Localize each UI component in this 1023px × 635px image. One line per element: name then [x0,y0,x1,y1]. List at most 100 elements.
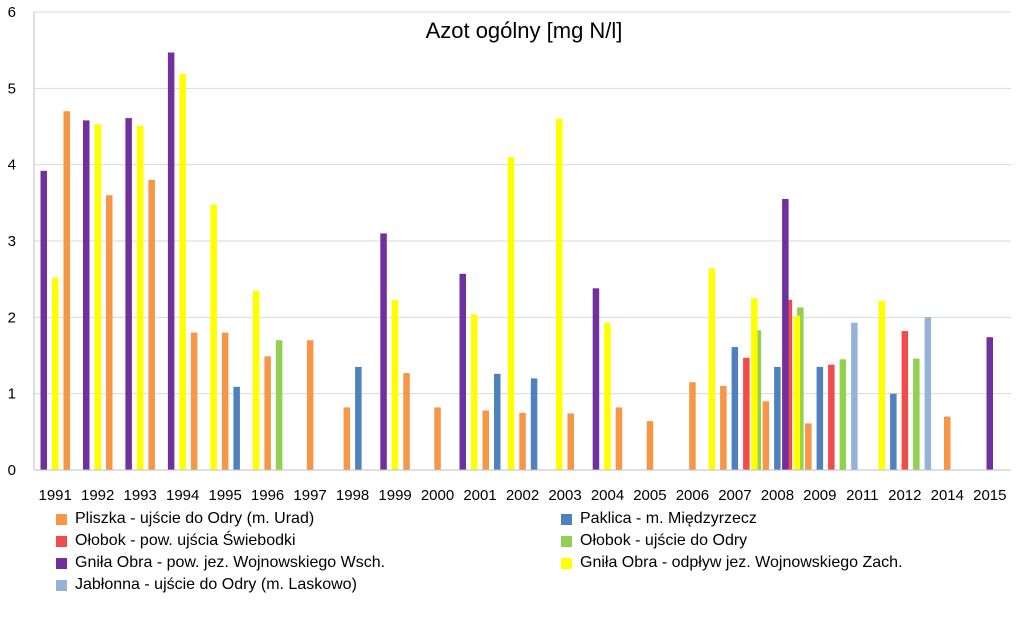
bar-2003-series-1 [556,118,563,471]
x-tick-label: 1993 [124,487,157,504]
bar-1991-series-1 [52,277,59,470]
x-tick-label: 1995 [209,487,242,504]
x-tick-label: 1998 [336,487,369,504]
bar-2004-series-1 [604,322,611,470]
bar-2008-series-4 [785,299,793,470]
x-tick-label: 2002 [506,487,539,504]
bar-1996-series-2 [264,356,271,470]
bar-2009-series-0 [782,199,789,470]
x-tick-label: 2007 [718,487,751,504]
x-tick-label: 2009 [803,487,836,504]
y-axis-tick-labels: 0 1 2 3 4 5 6 [8,4,16,479]
bar-1994-series-2 [190,332,198,470]
bar-2003-series-2 [567,413,574,470]
bar-2007-series-1 [708,268,716,470]
x-tick-label: 2003 [548,487,581,504]
legend-swatch [56,557,67,569]
bar-1998-series-2 [343,407,351,470]
bar-2012-series-5 [913,358,920,470]
bar-2012-series-3 [890,393,897,470]
bar-2008-series-1 [751,298,758,471]
bar-2008-series-5 [797,307,804,470]
x-tick-label: 2008 [761,487,794,504]
x-tick-label: 2012 [888,487,921,504]
y-tick-label: 6 [8,4,16,21]
bar-2012-series-1 [878,300,886,470]
bar-chart: 0 1 2 3 4 5 6 1991 1992 1993 1994 1995 1996 1997 1998… [8,4,1011,504]
legend-item: Ołobok - ujście do Odry [561,532,747,550]
legend-label: Ołobok - ujście do Odry [580,532,748,549]
bar-2001-series-2 [482,410,489,470]
bar-2007-series-5 [754,330,762,470]
bar-1995-series-2 [221,332,229,470]
bar-2007-series-2 [720,386,727,470]
y-tick-label: 0 [8,462,16,479]
y-tick-label: 2 [8,309,16,326]
legend-label: Pliszka - ujście do Odry (m. Urad) [75,510,315,527]
bar-1995-series-3 [233,386,240,470]
chart-title: Azot ogólny [mg N/l] [426,18,623,43]
y-tick-label: 1 [8,386,16,403]
bar-2009-series-6 [851,322,858,470]
bar-2004-series-0 [592,288,600,470]
legend-swatch [56,535,67,547]
x-tick-label: 2005 [633,487,666,504]
bar-2009-series-4 [828,364,835,470]
bar-1996-series-5 [275,340,283,470]
legend-label: Paklica - m. Międzyrzecz [580,510,757,527]
bar-2014-series-2 [944,416,951,470]
bar-1991-series-2 [63,111,70,470]
y-tick-label: 4 [8,157,16,174]
bar-2001-series-0 [459,273,466,470]
bars [40,52,993,471]
bar-2005-series-2 [646,421,654,470]
bar-2008-series-3 [774,366,781,470]
bar-1999-series-1 [391,299,399,470]
bar-1993-series-2 [148,179,155,470]
bar-2009-series-3 [816,366,824,470]
legend-swatch [56,579,67,591]
x-tick-label: 2000 [421,487,454,504]
gridlines [34,11,1011,395]
x-tick-label: 1991 [39,487,72,504]
bar-2006-series-2 [689,382,696,470]
legend-label: Ołobok - pow. ujścia Świebodki [75,532,296,549]
x-tick-label: 1992 [81,487,114,504]
x-tick-label: 1999 [378,487,411,504]
legend-label: Jabłonna - ujście do Odry (m. Laskowo) [75,576,357,593]
legend-item: Gniła Obra - odpływ jez. Wojnowskiego Za… [561,554,903,572]
bar-1993-series-1 [136,125,144,470]
bar-1992-series-1 [94,124,101,470]
legend-item: Paklica - m. Międzyrzecz [561,510,757,528]
bar-2008-series-2 [762,401,770,470]
x-tick-label: 2011 [846,487,878,504]
x-tick-label: 2014 [931,487,964,504]
bar-1994-series-0 [167,52,175,470]
x-tick-label: 1994 [166,487,199,504]
x-tick-label: 2015 [973,487,1006,504]
bar-1998-series-3 [355,366,362,470]
x-tick-label: 2006 [676,487,709,504]
bar-1999-series-0 [380,233,387,470]
bar-1995-series-1 [210,204,217,470]
x-tick-label: 1996 [251,487,284,504]
bar-2000-series-2 [434,407,441,470]
bar-2012-series-6 [924,317,932,470]
bar-1996-series-1 [252,290,260,470]
bar-2015-series-0 [986,337,993,470]
bar-1994-series-1 [179,73,186,471]
bar-1999-series-2 [403,373,410,470]
bar-2007-series-4 [743,357,750,470]
legend-swatch [561,535,572,547]
bar-2009-series-2 [805,423,812,470]
bar-2002-series-1 [507,157,515,470]
bar-2004-series-2 [615,407,623,470]
y-tick-label: 3 [8,233,16,250]
bar-1991-series-0 [40,170,47,471]
x-tick-label: 1997 [293,487,326,504]
bar-2001-series-3 [494,373,501,470]
x-tick-label: 2001 [463,487,496,504]
legend-swatch [561,557,572,569]
bar-2002-series-3 [530,378,538,470]
bar-2001-series-1 [471,314,478,470]
